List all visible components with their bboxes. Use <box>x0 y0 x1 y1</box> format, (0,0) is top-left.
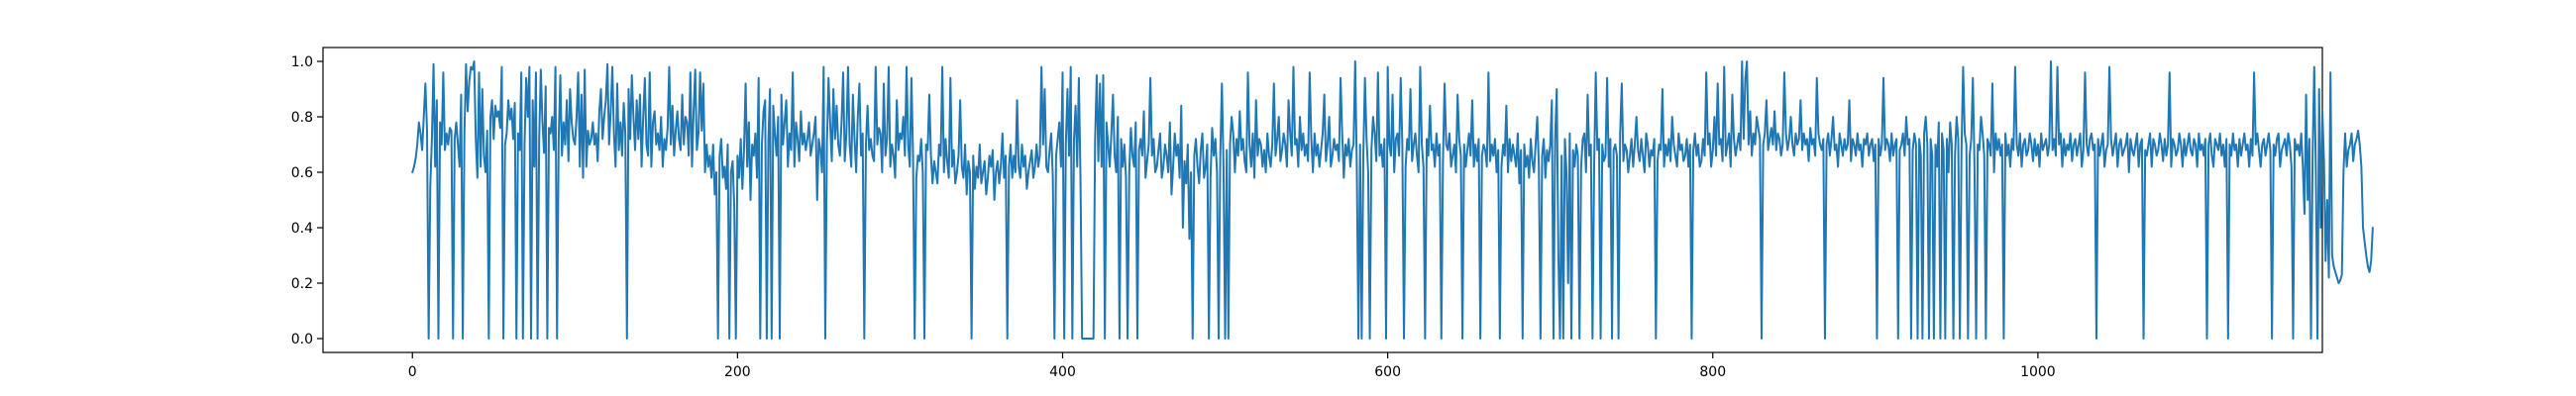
y-tick-label: 1.0 <box>291 54 313 70</box>
series-layer <box>411 60 2374 340</box>
x-tick-label: 200 <box>724 364 751 380</box>
x-axis: 0 200 400 600 800 1000 <box>408 352 2056 380</box>
y-tick-label: 0.4 <box>291 221 313 237</box>
y-tick-label: 0.0 <box>291 332 313 347</box>
x-tick-label: 800 <box>1699 364 1726 380</box>
x-tick-label: 0 <box>408 364 417 380</box>
y-tick-label: 0.8 <box>291 110 313 126</box>
x-tick-label: 1000 <box>2020 364 2056 380</box>
x-tick-label: 400 <box>1049 364 1076 380</box>
series-line <box>411 60 2374 340</box>
x-tick-label: 600 <box>1374 364 1401 380</box>
y-axis: 0.0 0.2 0.4 0.6 0.8 1.0 <box>291 54 323 347</box>
plot-frame <box>322 47 2323 353</box>
y-tick-label: 0.2 <box>291 276 313 292</box>
y-tick-label: 0.6 <box>291 165 313 181</box>
